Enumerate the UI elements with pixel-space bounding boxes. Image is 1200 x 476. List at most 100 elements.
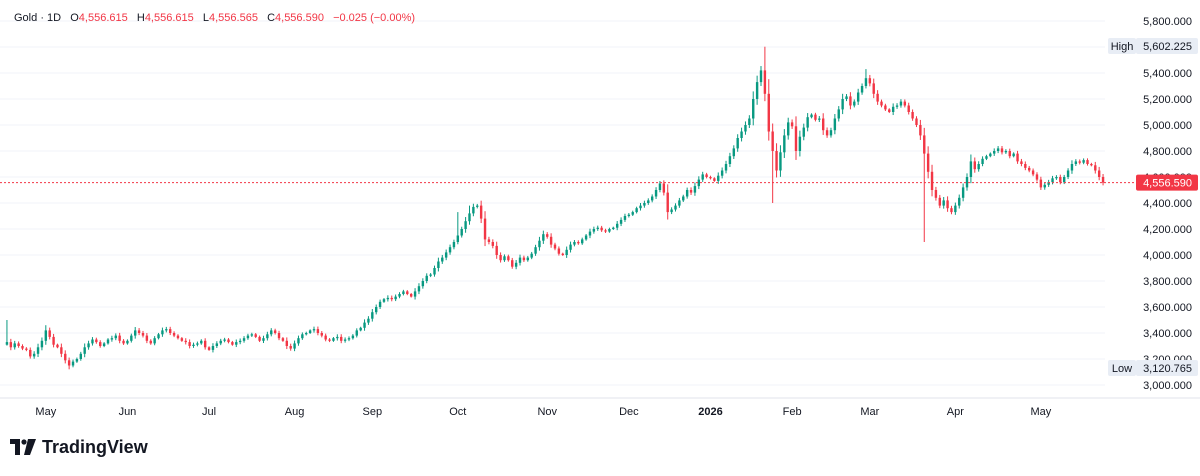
candle-body: [1000, 148, 1004, 153]
candle-body: [87, 343, 90, 348]
candle-body: [864, 78, 868, 86]
candle: [724, 160, 728, 174]
candle-body: [973, 161, 976, 170]
candle-body: [538, 240, 541, 248]
x-tick-label: Jul: [202, 406, 216, 418]
candle: [557, 246, 561, 256]
candle: [180, 337, 184, 342]
candle: [588, 228, 592, 239]
candle-body: [860, 86, 864, 93]
candle: [207, 346, 211, 351]
candle: [895, 103, 899, 109]
candle: [549, 233, 553, 248]
candle: [728, 152, 732, 168]
candle-body: [930, 171, 934, 190]
candle: [417, 283, 421, 295]
candle-body: [464, 221, 467, 229]
symbol-name[interactable]: Gold: [14, 12, 38, 24]
candle-body: [720, 170, 724, 176]
x-tick-label: Sep: [363, 406, 383, 418]
candle: [845, 94, 848, 102]
candle-body: [631, 212, 634, 215]
candle-body: [526, 257, 529, 261]
candles-layer: [5, 46, 1105, 370]
candle-body: [946, 200, 949, 209]
candle-body: [639, 205, 642, 209]
candle-body: [56, 344, 59, 348]
candle-body: [697, 179, 701, 187]
chart-grid: [0, 20, 1105, 386]
candle-body: [977, 164, 980, 170]
candle: [456, 212, 460, 245]
candle: [740, 127, 743, 142]
tradingview-brand-name: TradingView: [42, 436, 148, 457]
candle: [367, 316, 370, 325]
candle: [114, 333, 117, 341]
candle: [654, 187, 658, 200]
candle: [969, 154, 973, 184]
time-axis[interactable]: May Jun Jul Aug Sep Oct Nov Dec 2026 Feb Mar Apr May: [35, 406, 1051, 418]
candle: [837, 106, 840, 122]
candle-body: [316, 329, 320, 333]
candle: [464, 217, 467, 233]
candle: [604, 228, 607, 234]
candle: [666, 184, 669, 220]
candle-body: [258, 336, 261, 341]
candle: [270, 328, 273, 337]
candle-body: [122, 340, 125, 344]
candle-body: [771, 131, 774, 151]
candle-body: [872, 83, 875, 94]
candle: [662, 180, 666, 196]
candle-body: [503, 256, 506, 261]
candle: [907, 102, 910, 115]
candle: [126, 339, 129, 345]
candle: [355, 328, 358, 338]
candle: [374, 304, 378, 315]
price-axis[interactable]: 3,000.0003,200.0003,400.0003,600.0003,80…: [0, 16, 1200, 399]
candle: [44, 325, 48, 345]
candle-body: [985, 156, 988, 159]
candle: [219, 338, 222, 346]
candle-body: [849, 96, 852, 106]
x-tick-label: Feb: [783, 406, 802, 418]
candle: [382, 298, 386, 303]
candle: [25, 347, 28, 352]
candle: [254, 333, 257, 339]
candle-body: [312, 329, 316, 331]
candle: [297, 335, 300, 346]
candle-body: [783, 135, 786, 153]
candle-body: [748, 118, 751, 125]
candle-body: [1008, 151, 1011, 157]
candle: [273, 328, 277, 335]
candle: [227, 338, 230, 344]
candle: [301, 332, 304, 340]
candle-body: [36, 347, 40, 354]
candle: [1031, 168, 1035, 177]
tradingview-logo[interactable]: TradingView: [10, 436, 148, 458]
candle-body: [915, 118, 918, 125]
candle-body: [856, 92, 860, 102]
candle-body: [530, 253, 533, 258]
candle: [526, 255, 529, 262]
candle: [821, 113, 825, 135]
candle-body: [1082, 160, 1085, 163]
interval-label[interactable]: 1D: [47, 12, 62, 24]
candle: [285, 337, 289, 350]
candle: [639, 203, 642, 211]
candle: [1082, 158, 1085, 165]
candle: [752, 91, 755, 126]
candle: [849, 92, 852, 110]
candle: [1012, 152, 1015, 158]
candle-body: [522, 257, 526, 261]
candle: [1028, 165, 1031, 173]
candle-body: [546, 234, 549, 237]
candle-body: [168, 329, 172, 333]
candle-body: [491, 242, 495, 246]
candle-body: [231, 342, 234, 345]
open-label: O: [70, 12, 79, 24]
candle: [546, 232, 549, 239]
candle: [1074, 159, 1078, 166]
y-tick-label: 3,000.000: [1143, 380, 1192, 392]
